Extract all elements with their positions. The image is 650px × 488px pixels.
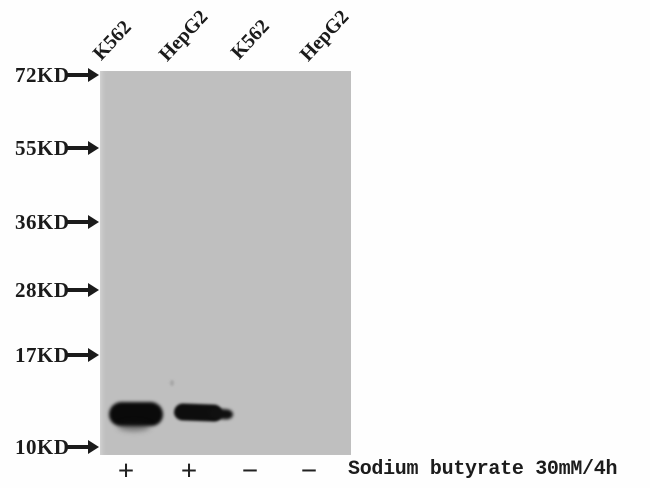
marker-label: 10KD <box>15 434 70 459</box>
right-arrow-icon <box>65 215 99 229</box>
right-arrow-icon <box>65 68 99 82</box>
blot-membrane <box>100 71 351 455</box>
marker-label: 17KD <box>15 342 70 367</box>
marker-row-28kd: 28KD <box>15 277 99 303</box>
marker-row-10kd: 10KD <box>15 434 99 460</box>
marker-label: 72KD <box>15 62 70 87</box>
marker-row-72kd: 72KD <box>15 62 99 88</box>
treatment-label: Sodium butyrate 30mM/4h <box>348 458 618 481</box>
right-arrow-icon <box>65 440 99 454</box>
marker-label: 55KD <box>15 135 70 160</box>
marker-row-36kd: 36KD <box>15 209 99 235</box>
marker-label: 28KD <box>15 277 70 302</box>
marker-row-55kd: 55KD <box>15 135 99 161</box>
protein-band-lane2-tail <box>209 408 234 420</box>
lane-label-3: K562 <box>226 15 274 64</box>
treatment-symbol-lane2: + <box>180 455 198 487</box>
lane-label-1: K562 <box>88 16 136 65</box>
protein-band-lane1 <box>109 402 163 426</box>
treatment-symbol-lane3: − <box>241 455 259 487</box>
right-arrow-icon <box>65 141 99 155</box>
right-arrow-icon <box>65 283 99 297</box>
lane-label-4: HepG2 <box>295 5 354 66</box>
protein-band-lane1-smudge <box>118 422 150 431</box>
treatment-symbol-lane1: + <box>117 455 135 487</box>
lane-label-2: HepG2 <box>154 5 213 66</box>
marker-row-17kd: 17KD <box>15 342 99 368</box>
marker-label: 36KD <box>15 209 70 234</box>
right-arrow-icon <box>65 348 99 362</box>
membrane-speck <box>170 380 174 386</box>
treatment-symbol-lane4: − <box>300 455 318 487</box>
